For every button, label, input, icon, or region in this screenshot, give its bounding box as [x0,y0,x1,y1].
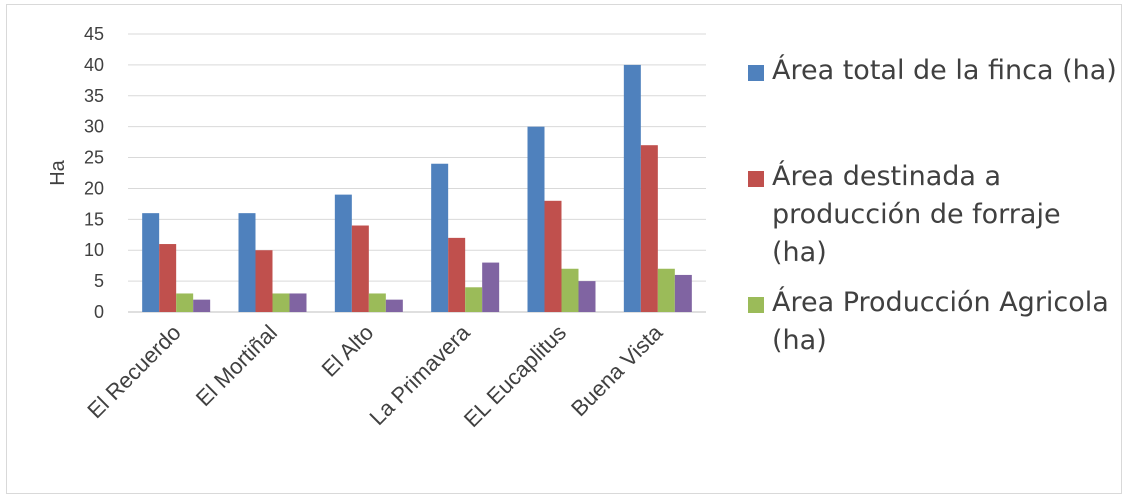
y-tick-label: 10 [84,240,104,260]
bar [193,299,211,312]
bar [334,194,352,312]
bar [448,237,466,312]
y-tick-label: 45 [84,24,104,44]
bar [657,268,675,312]
y-tick-label: 20 [84,178,104,198]
legend-swatch [748,297,764,313]
y-tick-label: 15 [84,209,104,229]
x-tick-label: El Mortiñal [191,320,282,411]
y-tick-label: 40 [84,55,104,75]
bar [674,274,692,312]
x-tick-label: El Recuerdo [82,320,185,423]
x-tick-label: EL Eucaplitus [459,320,571,432]
x-tick-label: El Alto [317,320,379,382]
chart-legend: Área total de la finca (ha) Área destinad… [748,52,1118,360]
bar [578,281,596,312]
legend-label: Área Producción Agricola (ha) [772,287,1109,356]
bar [431,163,449,312]
x-tick-label: Buena Vista [566,319,668,421]
y-tick-label: 5 [94,271,104,291]
chart-frame [6,4,1122,494]
bar [482,262,500,312]
bar [272,293,290,312]
bar [623,64,641,312]
y-tick-label: 35 [84,86,104,106]
bar [544,200,562,312]
legend-item: Área total de la finca (ha) [748,52,1118,90]
y-axis-label: Ha [47,159,69,185]
bar [527,126,545,313]
y-tick-label: 25 [84,148,104,168]
bar [351,225,369,312]
bar [640,145,658,312]
bar [238,213,256,312]
legend-item: Área destinada a producción de forraje (… [748,158,1118,272]
legend-swatch [748,65,764,81]
bar [289,293,307,312]
bar [561,268,579,312]
y-tick-label: 30 [84,117,104,137]
legend-label: Área total de la finca (ha) [772,55,1117,86]
y-tick-label: 0 [94,302,104,322]
bar [368,293,386,312]
legend-label: Área destinada a producción de forraje (… [772,161,1061,268]
legend-item: Área Producción Agricola (ha) [748,284,1118,360]
bar [176,293,194,312]
legend-swatch [748,171,764,187]
bar [385,299,403,312]
bar [159,244,177,312]
bar [465,287,483,312]
bar [255,250,273,312]
bar [142,213,160,312]
